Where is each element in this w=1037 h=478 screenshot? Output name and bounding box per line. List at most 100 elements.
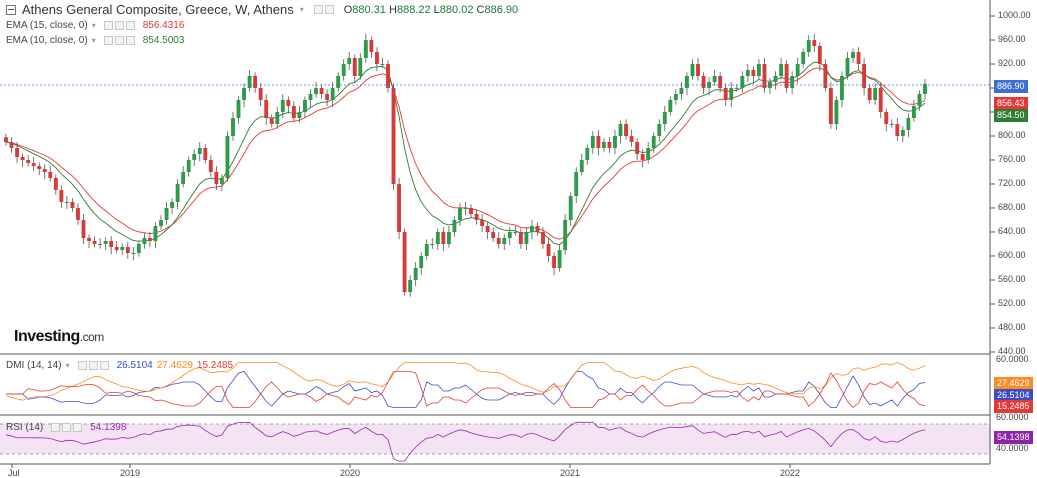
candle-down [624,124,628,136]
chevron-down-icon[interactable]: ▾ [65,361,70,370]
candle-up [745,70,750,76]
candle-down [485,226,490,232]
candle-up [834,100,839,124]
candle-up [330,88,335,100]
dmi-value-1: 26.5104 [116,360,153,371]
price-axis-label: 960.00 [998,34,1026,44]
candle-down [817,46,822,64]
candle-up [917,94,922,106]
candle-down [629,136,634,142]
candle-up [164,208,169,220]
candle-up [845,58,850,76]
candle-up [136,244,141,253]
candle-up [740,76,745,88]
candle-down [607,142,612,148]
rsi-series-line [5,421,926,462]
candle-up [806,40,811,52]
candle-up [297,112,302,118]
candle-down [92,241,97,244]
candle-down [469,208,473,214]
candle-down [70,202,75,208]
candle-down [319,88,324,94]
candle-down [214,172,219,184]
candle-down [480,220,485,226]
candle-up [840,76,844,100]
ema10-buttons[interactable] [103,36,135,45]
candle-up [923,83,927,94]
dmi-legend: DMI (14, 14) ▾ 26.5104 27.4629 15.2485 [6,360,233,371]
candle-down [762,64,767,88]
candle-down [862,64,867,88]
candle-up [247,76,252,88]
candle-down [37,166,42,169]
candle-up [430,244,435,245]
rsi-value: 54.1398 [90,422,127,433]
candle-down [784,64,789,88]
candle-up [347,58,352,64]
candle-down [76,208,80,220]
candle-up [153,226,158,241]
price-axis-label: 800.00 [998,130,1026,140]
ema15-buttons[interactable] [103,21,135,30]
dmi-adx-line [5,362,926,401]
candle-up [529,226,534,232]
x-label-jul: Jul [8,468,20,478]
candle-up [524,232,529,244]
candle-up [275,112,280,124]
x-ticks [11,464,791,468]
ema15-value: 856.4316 [142,20,185,31]
candle-down [4,137,8,142]
candle-up [308,94,313,100]
candle-down [203,148,208,160]
rsi-buttons[interactable] [51,423,83,432]
x-label-2021: 2021 [560,468,581,478]
candle-down [535,226,540,232]
candle-down [148,238,152,241]
candle-down [552,256,557,268]
investing-logo: Investing.com [14,328,104,346]
candle-down [26,160,31,163]
candle-up [795,64,800,76]
candle-up [729,88,734,100]
candle-down [823,64,828,88]
candle-down [751,70,756,76]
candle-up [574,172,579,196]
logo-brand: Investing [14,328,80,345]
collapse-icon[interactable] [6,4,16,15]
candle-up [336,76,341,88]
chevron-down-icon[interactable]: ▾ [91,36,96,45]
candle-down [374,52,379,64]
title-settings-buttons[interactable] [313,5,334,14]
rsi-line [5,421,926,462]
candle-up [712,76,717,82]
candle-up [502,238,507,244]
dmi-buttons[interactable] [77,361,109,370]
candle-up [181,172,186,184]
price-axis-label: 760.00 [998,154,1026,164]
candle-up [507,232,512,238]
candle-down [518,232,523,244]
candle-up [280,100,285,112]
rsi-tag: 54.1398 [994,431,1033,444]
candle-up [906,118,911,130]
candle-up [170,202,175,208]
dmi-tag-orange: 27.4629 [994,377,1033,390]
candle-down [369,40,374,52]
candle-up [159,220,163,226]
candle-down [109,241,114,247]
candle-down [441,232,446,244]
chevron-down-icon[interactable]: ▾ [91,21,96,30]
ohlc-readout: O880.31 H888.22 L880.02 C886.90 [343,3,519,16]
candle-up [419,256,424,268]
ema10-price-tag: 854.50 [994,109,1028,122]
x-label-2020: 2020 [340,468,361,478]
candle-up [590,136,595,148]
dmi-tag-blue: 26.5104 [994,389,1033,402]
candle-up [341,64,346,76]
chevron-down-icon[interactable]: ▾ [299,5,304,14]
candle-down [541,232,545,244]
dmi-plus-line [6,371,926,408]
candle-down [258,88,263,100]
price-axis-label: 600.00 [998,250,1026,260]
